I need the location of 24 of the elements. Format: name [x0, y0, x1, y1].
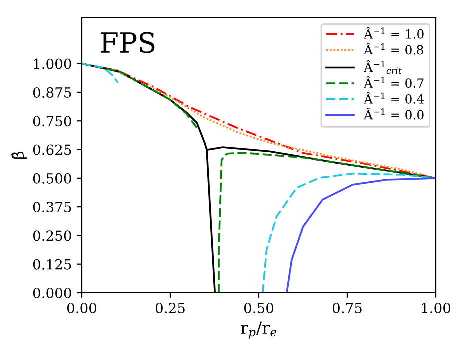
y-tick-label: 0.000 [33, 288, 72, 298]
y-axis-title: β̂ [12, 152, 27, 159]
line-series [286, 178, 436, 293]
legend-label: Â$^{−1}$ = 1.0 [364, 27, 424, 39]
x-tick-label: 0.00 [67, 302, 97, 314]
x-tick-label: 0.75 [332, 302, 362, 314]
legend-label: Â$^{−1}$ = 0.8 [364, 42, 424, 55]
legend-label: Â$^{−1}$$_{crit}$ [364, 60, 402, 74]
x-tick-label: 1.00 [422, 302, 451, 314]
legend-label: Â$^{−1}$ = 0.4 [364, 92, 424, 104]
annotation: FPS [101, 32, 155, 54]
y-tick-label: 1.000 [34, 58, 72, 70]
x-axis-title: r$_{p}$/r$_{e}$ [241, 322, 277, 339]
legend-label: Â$^{−1}$ = 0.7 [364, 76, 424, 88]
y-tick-label: 0.375 [33, 202, 72, 213]
x-tick-label: 0.25 [156, 302, 185, 314]
y-tick-label: 0.875 [33, 87, 72, 98]
y-tick-label: 0.625 [33, 144, 72, 156]
y-tick-label: 0.500 [33, 173, 72, 184]
y-tick-label: 0.750 [33, 116, 72, 127]
x-tick-label: 0.50 [244, 302, 274, 314]
y-tick-label: 0.125 [33, 259, 72, 270]
y-tick-label: 0.250 [33, 230, 72, 242]
legend-label: Â$^{−1}$ = 0.0 [364, 108, 424, 120]
